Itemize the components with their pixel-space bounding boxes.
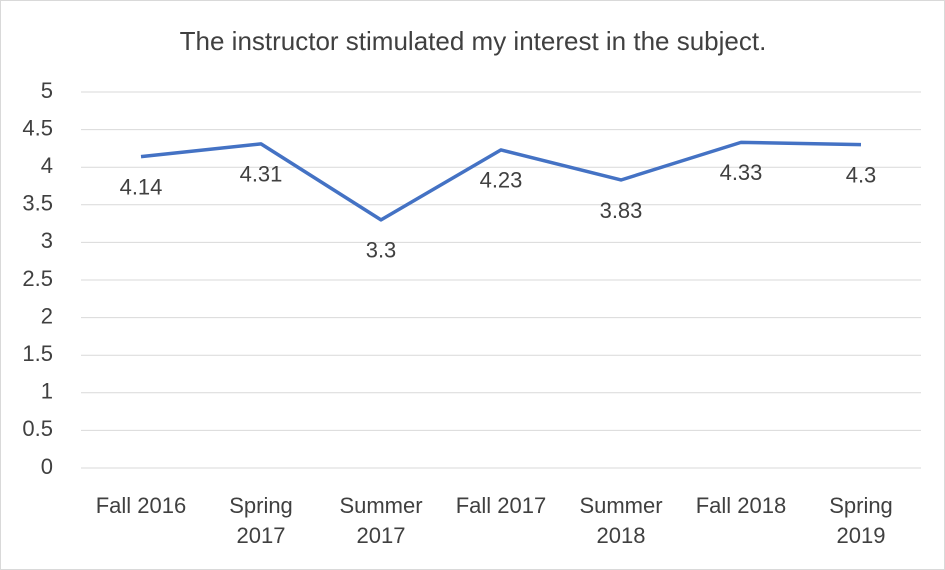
y-tick-label: 3.5 [22, 191, 53, 216]
y-tick-label: 0 [41, 454, 53, 479]
y-tick-label: 5 [41, 78, 53, 103]
y-tick-label: 3 [41, 228, 53, 253]
x-tick-label: Fall 2017 [455, 493, 547, 518]
y-tick-label: 2 [41, 303, 53, 328]
data-label: 4.33 [720, 160, 763, 185]
y-tick-label: 2.5 [22, 266, 53, 291]
data-label: 4.14 [120, 174, 163, 199]
y-tick-label: 1 [41, 379, 53, 404]
data-label: 3.3 [366, 238, 397, 263]
x-tick-label: Summer 2018 [579, 493, 663, 548]
y-tick-label: 0.5 [22, 416, 53, 441]
y-tick-label: 4 [41, 153, 53, 178]
line-series [140, 140, 862, 222]
y-tick-label: 4.5 [22, 115, 53, 140]
data-label: 4.31 [240, 162, 283, 187]
y-tick-label: 1.5 [22, 341, 53, 366]
x-tick-label: Summer 2017 [339, 493, 423, 548]
data-label: 3.83 [600, 198, 643, 223]
data-label: 4.3 [846, 162, 877, 187]
data-label: 4.23 [480, 168, 523, 193]
x-tick-label: Spring 2017 [229, 493, 293, 548]
x-tick-label: Fall 2018 [695, 493, 787, 518]
x-tick-label: Fall 2016 [95, 493, 187, 518]
x-tick-label: Spring 2019 [829, 493, 893, 548]
chart-title: The instructor stimulated my interest in… [180, 26, 767, 56]
